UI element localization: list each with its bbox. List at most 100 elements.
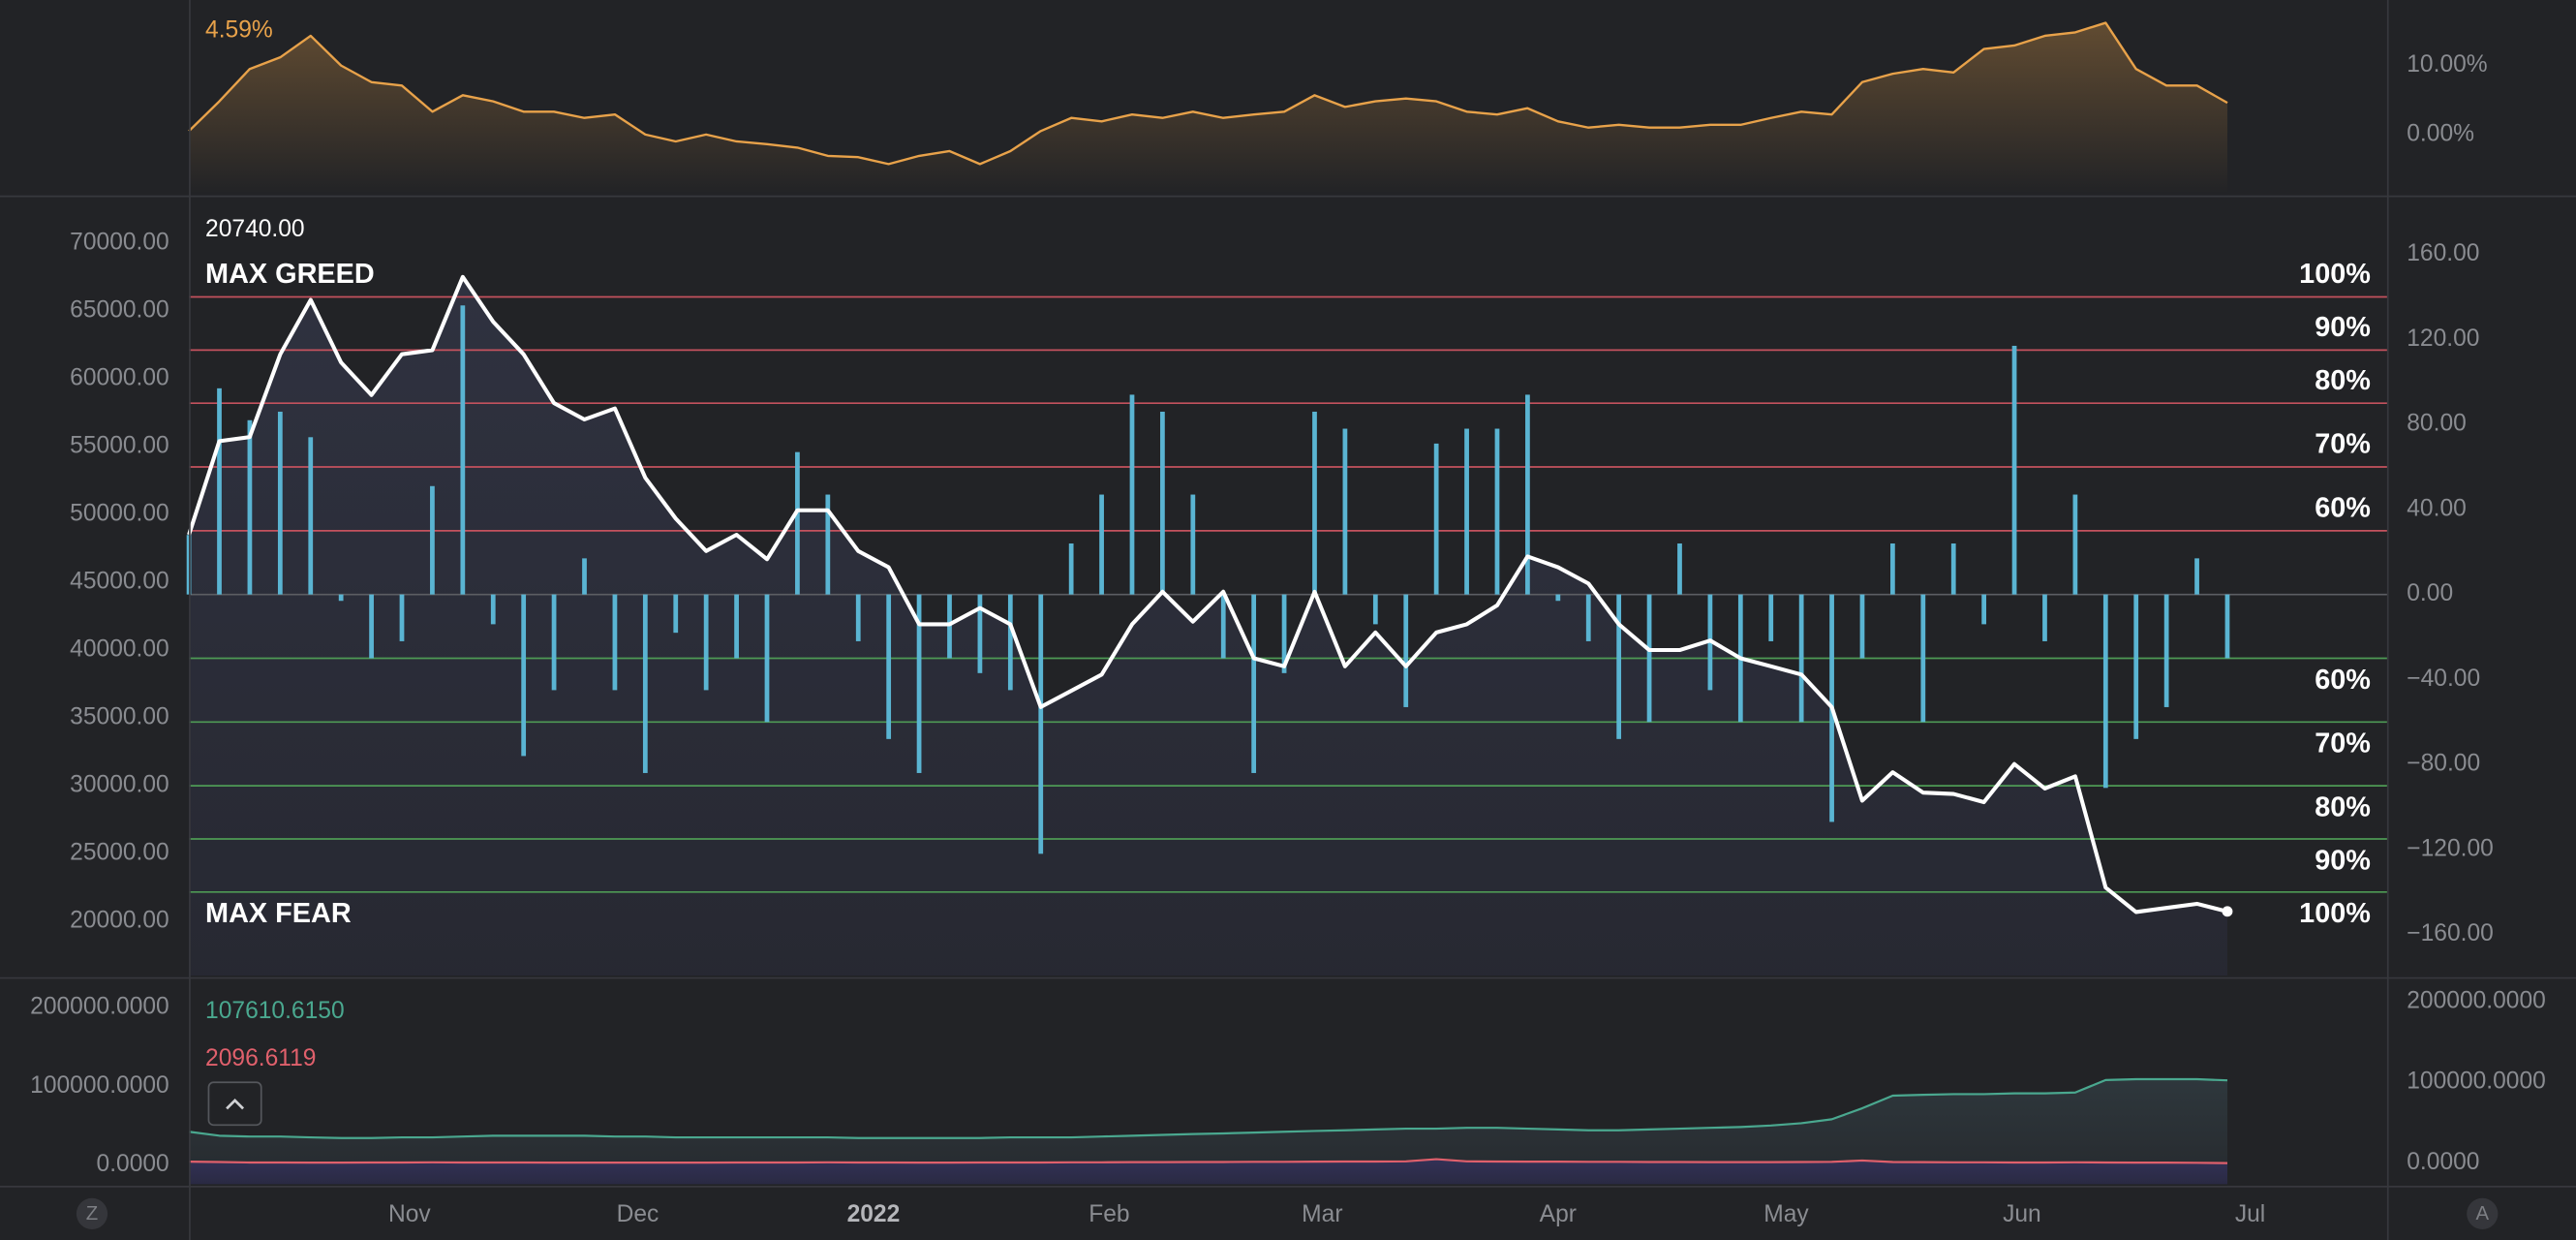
- bar: [673, 594, 679, 634]
- y-tick-label: 20000.00: [70, 908, 169, 934]
- y-tick-label: 160.00: [2407, 240, 2479, 266]
- last-value-label: 4.59%: [205, 17, 273, 44]
- level-label: 90%: [2315, 845, 2371, 876]
- y-tick-label: −80.00: [2407, 751, 2480, 777]
- plots: 10.00% 0.00% 4.59% 70000.00 65000.00 60000.00…: [30, 17, 2546, 1185]
- bar: [1007, 594, 1013, 691]
- bar: [2102, 594, 2108, 789]
- chevron-icon[interactable]: [226, 1098, 245, 1110]
- level-label: 70%: [2315, 728, 2371, 760]
- bar: [1220, 594, 1226, 659]
- y-tick-label: 0.00%: [2407, 120, 2474, 146]
- x-tick-label: Mar: [1302, 1201, 1342, 1227]
- y-tick-label: 40000.00: [70, 636, 169, 663]
- line: [189, 1158, 2228, 1164]
- y-tick-label: 60000.00: [70, 364, 169, 390]
- bar: [1859, 594, 1865, 659]
- bar: [916, 594, 922, 773]
- bar: [217, 388, 222, 595]
- bar: [642, 594, 648, 773]
- x-tick-label: Feb: [1089, 1201, 1129, 1227]
- bar: [1555, 594, 1561, 602]
- bar: [1981, 594, 1987, 625]
- level-label: 100%: [2299, 259, 2371, 290]
- bar: [1068, 543, 1074, 595]
- collapse-button-frame[interactable]: [207, 1081, 262, 1127]
- level-label: 70%: [2315, 429, 2371, 460]
- right-button[interactable]: A: [2467, 1197, 2499, 1229]
- bar: [1372, 594, 1378, 625]
- bar: [2072, 494, 2078, 595]
- y-tick-label: 40.00: [2407, 495, 2467, 521]
- bar: [2042, 594, 2047, 641]
- bar: [1646, 594, 1652, 723]
- bar: [764, 594, 770, 723]
- bar: [1403, 594, 1409, 707]
- y-tick-label: 120.00: [2407, 326, 2479, 352]
- button-circle[interactable]: [2467, 1197, 2499, 1229]
- level-label: 60%: [2315, 492, 2371, 523]
- bar: [1190, 494, 1196, 595]
- y-tick-label: 100000.0000: [30, 1072, 169, 1099]
- bar: [1525, 394, 1530, 595]
- bar: [399, 594, 405, 641]
- bar: [1038, 594, 1044, 854]
- button-label[interactable]: A: [2476, 1203, 2490, 1224]
- bar: [338, 594, 344, 602]
- x-tick-label: Jul: [2235, 1201, 2265, 1227]
- collapse-button[interactable]: [207, 1081, 262, 1127]
- bar: [369, 594, 374, 659]
- bar: [1129, 394, 1135, 595]
- x-tick-label: May: [1763, 1201, 1809, 1227]
- bar: [1312, 411, 1317, 595]
- area-fill: [189, 276, 2228, 976]
- bar: [277, 411, 283, 595]
- y-tick-label: 80.00: [2407, 411, 2467, 437]
- y-tick-label: 45000.00: [70, 569, 169, 595]
- x-tick-label: Apr: [1540, 1201, 1577, 1227]
- bar: [551, 594, 557, 691]
- y-tick-label: 55000.00: [70, 432, 169, 458]
- bar: [795, 451, 800, 595]
- bar: [977, 594, 983, 673]
- y-tick-label: 0.0000: [97, 1151, 169, 1177]
- bar: [2163, 594, 2169, 707]
- y-tick-label: 10.00%: [2407, 51, 2487, 78]
- bar: [490, 594, 496, 625]
- line: [188, 1077, 2228, 1139]
- button-circle[interactable]: [76, 1197, 108, 1229]
- bar: [1798, 594, 1804, 723]
- last-value-label: 20740.00: [205, 216, 305, 242]
- y-tick-label: 0.00: [2407, 580, 2453, 606]
- bar: [247, 419, 253, 595]
- y-tick-label: 70000.00: [70, 229, 169, 255]
- bar: [886, 594, 892, 739]
- x-tick-label: Nov: [388, 1201, 431, 1227]
- y-tick-label: −120.00: [2407, 835, 2494, 861]
- area-fill: [189, 22, 2228, 195]
- bar: [2194, 558, 2199, 595]
- bar: [1281, 594, 1287, 673]
- y-tick-label: 200000.0000: [30, 994, 169, 1020]
- y-tick-label: 35000.00: [70, 704, 169, 730]
- y-tick-label: 25000.00: [70, 840, 169, 866]
- area-fill: [189, 1159, 2228, 1185]
- button-label[interactable]: Z: [86, 1203, 98, 1224]
- level-label: 80%: [2315, 365, 2371, 396]
- bar: [1099, 494, 1104, 595]
- y-tick-label: 30000.00: [70, 772, 169, 798]
- last-point: [2222, 906, 2233, 917]
- bar: [1585, 594, 1591, 641]
- bar: [308, 437, 314, 595]
- bar: [947, 594, 952, 659]
- bar: [1433, 443, 1439, 595]
- bar: [1251, 594, 1257, 773]
- y-tick-label: 200000.0000: [2407, 987, 2546, 1013]
- area-fill: [189, 1079, 2228, 1185]
- level-label: 90%: [2315, 312, 2371, 343]
- y-tick-label: −160.00: [2407, 920, 2494, 946]
- bar: [855, 594, 861, 641]
- bar: [460, 305, 466, 595]
- left-button[interactable]: Z: [76, 1197, 108, 1229]
- x-tick-label: Dec: [617, 1201, 659, 1227]
